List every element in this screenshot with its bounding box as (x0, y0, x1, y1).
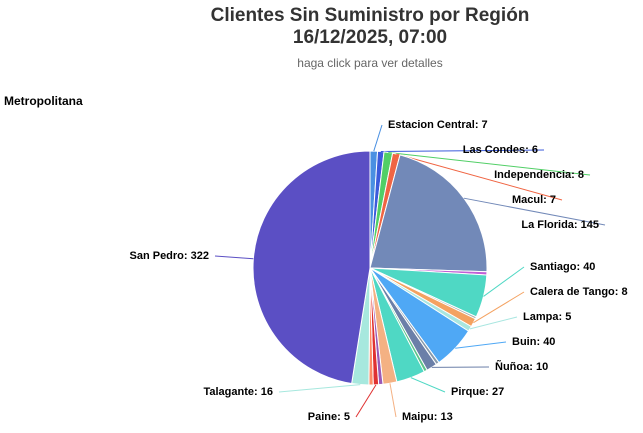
leader-line (388, 151, 591, 176)
label-name: Independencia (494, 169, 572, 181)
label-name: Calera de Tango (530, 286, 615, 298)
label-value: 5 (565, 311, 571, 323)
label-separator: : (615, 286, 622, 298)
leader-line (380, 149, 545, 153)
label-name: Las Condes (463, 144, 525, 156)
leader-line (410, 377, 446, 393)
data-label: La Florida: 145 (521, 219, 599, 231)
leader-line (455, 341, 507, 349)
region-label: Metropolitana (4, 94, 83, 108)
label-separator: : (529, 361, 536, 373)
chart-title: Clientes Sin Suministro por Región (211, 5, 530, 26)
label-name: Santiago (530, 261, 577, 273)
data-label: San Pedro: 322 (130, 250, 210, 262)
leader-line (373, 124, 383, 152)
label-name: Pirque (451, 386, 485, 398)
leader-line (355, 384, 377, 418)
data-label: Santiago: 40 (530, 261, 595, 273)
data-label: Lampa: 5 (523, 311, 571, 323)
label-value: 27 (492, 386, 504, 398)
label-value: 8 (578, 169, 584, 181)
data-label: Las Condes: 6 (463, 144, 538, 156)
data-label: Buin: 40 (512, 336, 555, 348)
label-name: Paine (308, 411, 337, 423)
label-value: 40 (543, 336, 555, 348)
leader-line (469, 316, 518, 330)
data-label: Calera de Tango: 8 (530, 286, 628, 298)
label-separator: : (434, 411, 441, 423)
data-label: Independencia: 8 (494, 169, 584, 181)
label-separator: : (525, 144, 532, 156)
leader-line (214, 255, 254, 260)
label-separator: : (475, 119, 482, 131)
data-label: Paine: 5 (308, 411, 350, 423)
label-name: Maipu (402, 411, 434, 423)
label-name: Macul (512, 194, 543, 206)
label-name: La Florida (521, 219, 574, 231)
label-name: Estacion Central (388, 119, 475, 131)
leader-line (396, 153, 563, 201)
chart-subtitle: haga click para ver detalles (297, 56, 442, 70)
label-value: 13 (441, 411, 453, 423)
leader-line (483, 266, 525, 297)
label-separator: : (254, 386, 261, 398)
data-label: Macul: 7 (512, 194, 556, 206)
label-name: Buin (512, 336, 537, 348)
leader-line (278, 384, 361, 393)
leader-line (389, 383, 397, 418)
label-value: 8 (622, 286, 628, 298)
label-separator: : (184, 250, 191, 262)
label-value: 6 (532, 144, 538, 156)
label-value: 7 (550, 194, 556, 206)
data-label: Talagante: 16 (203, 386, 273, 398)
label-separator: : (574, 219, 581, 231)
label-value: 10 (536, 361, 548, 373)
label-value: 16 (261, 386, 273, 398)
label-name: Lampa (523, 311, 559, 323)
data-label: Ñuñoa: 10 (495, 360, 548, 373)
leader-line (473, 291, 525, 324)
label-name: Ñuñoa (495, 360, 530, 373)
label-separator: : (543, 194, 550, 206)
data-label: Maipu: 13 (402, 411, 453, 423)
label-separator: : (576, 261, 583, 273)
label-separator: : (571, 169, 578, 181)
pie-slice[interactable] (252, 150, 371, 385)
label-value: 5 (344, 411, 350, 423)
label-value: 7 (482, 119, 488, 131)
leader-line (463, 197, 606, 226)
label-separator: : (485, 386, 492, 398)
pie-slice[interactable] (369, 154, 488, 273)
chart-title-date: 16/12/2025, 07:00 (293, 27, 447, 48)
data-label: Estacion Central: 7 (388, 119, 488, 131)
data-label: Pirque: 27 (451, 386, 504, 398)
label-separator: : (558, 311, 565, 323)
label-separator: : (337, 411, 344, 423)
label-name: Talagante (203, 386, 254, 398)
label-separator: : (536, 336, 543, 348)
label-value: 145 (581, 219, 599, 231)
label-value: 40 (583, 261, 595, 273)
label-value: 322 (191, 250, 209, 262)
label-name: San Pedro (130, 250, 185, 262)
